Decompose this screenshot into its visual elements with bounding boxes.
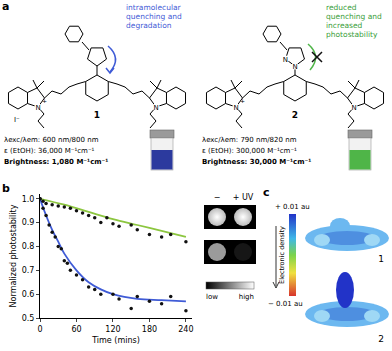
svg-text:60: 60 bbox=[71, 325, 81, 334]
svg-text:1: 1 bbox=[94, 110, 100, 120]
svg-text:photostability: photostability bbox=[326, 30, 378, 39]
svg-text:N: N bbox=[35, 104, 40, 112]
svg-text:intramolecular: intramolecular bbox=[126, 3, 182, 12]
svg-text:2: 2 bbox=[378, 334, 384, 344]
svg-text:N: N bbox=[233, 104, 238, 112]
svg-text:b: b bbox=[2, 182, 10, 195]
svg-text:N: N bbox=[153, 104, 158, 112]
svg-text:+: + bbox=[240, 97, 245, 104]
svg-text:λexc/λem: 790 nm/820 nm: λexc/λem: 790 nm/820 nm bbox=[202, 136, 297, 144]
svg-text:+ 0.01 au: + 0.01 au bbox=[275, 203, 310, 211]
svg-text:0.5: 0.5 bbox=[22, 314, 35, 323]
svg-text:high: high bbox=[239, 293, 254, 301]
svg-text:Brightness: 1,080 M⁻¹cm⁻¹: Brightness: 1,080 M⁻¹cm⁻¹ bbox=[4, 158, 108, 166]
svg-text:quenching and: quenching and bbox=[326, 12, 382, 21]
svg-text:0: 0 bbox=[37, 325, 42, 334]
svg-text:1: 1 bbox=[378, 254, 384, 264]
svg-text:1.0: 1.0 bbox=[22, 195, 35, 204]
svg-text:N: N bbox=[292, 63, 297, 71]
svg-text:2: 2 bbox=[292, 110, 298, 120]
svg-text:increased: increased bbox=[326, 21, 363, 30]
svg-text:ε (EtOH): 300,000 M⁻¹cm⁻¹: ε (EtOH): 300,000 M⁻¹cm⁻¹ bbox=[202, 147, 297, 155]
svg-text:0.8: 0.8 bbox=[22, 242, 35, 251]
svg-text:N: N bbox=[283, 56, 288, 64]
svg-text:Time (mins): Time (mins) bbox=[91, 336, 140, 345]
svg-text:c: c bbox=[263, 186, 270, 199]
svg-text:Normalized photostability: Normalized photostability bbox=[9, 204, 18, 307]
svg-text:− 0.01 au: − 0.01 au bbox=[268, 300, 303, 308]
svg-text:reduced: reduced bbox=[326, 3, 357, 12]
svg-text:N: N bbox=[351, 104, 356, 112]
svg-text:180: 180 bbox=[142, 325, 157, 334]
svg-text:a: a bbox=[2, 0, 9, 13]
svg-text:Electronic density: Electronic density bbox=[278, 226, 286, 284]
svg-text:0.6: 0.6 bbox=[22, 290, 35, 299]
svg-text:−: − bbox=[214, 193, 221, 202]
svg-text:low: low bbox=[206, 293, 218, 301]
svg-text:degradation: degradation bbox=[126, 21, 172, 30]
svg-text:λexc/λem: 600 nm/800 nm: λexc/λem: 600 nm/800 nm bbox=[4, 136, 99, 144]
svg-text:0.7: 0.7 bbox=[22, 266, 35, 275]
svg-text:+: + bbox=[42, 97, 47, 104]
svg-text:Brightness: 30,000 M⁻¹cm⁻¹: Brightness: 30,000 M⁻¹cm⁻¹ bbox=[202, 158, 311, 166]
svg-text:+ UV: + UV bbox=[233, 193, 254, 202]
svg-text:quenching and: quenching and bbox=[126, 12, 182, 21]
svg-text:120: 120 bbox=[105, 325, 120, 334]
svg-text:240: 240 bbox=[178, 325, 193, 334]
svg-text:ε (EtOH): 36,000 M⁻¹cm⁻¹: ε (EtOH): 36,000 M⁻¹cm⁻¹ bbox=[4, 147, 95, 155]
svg-text:I⁻: I⁻ bbox=[14, 116, 20, 124]
svg-text:0.9: 0.9 bbox=[22, 218, 35, 227]
